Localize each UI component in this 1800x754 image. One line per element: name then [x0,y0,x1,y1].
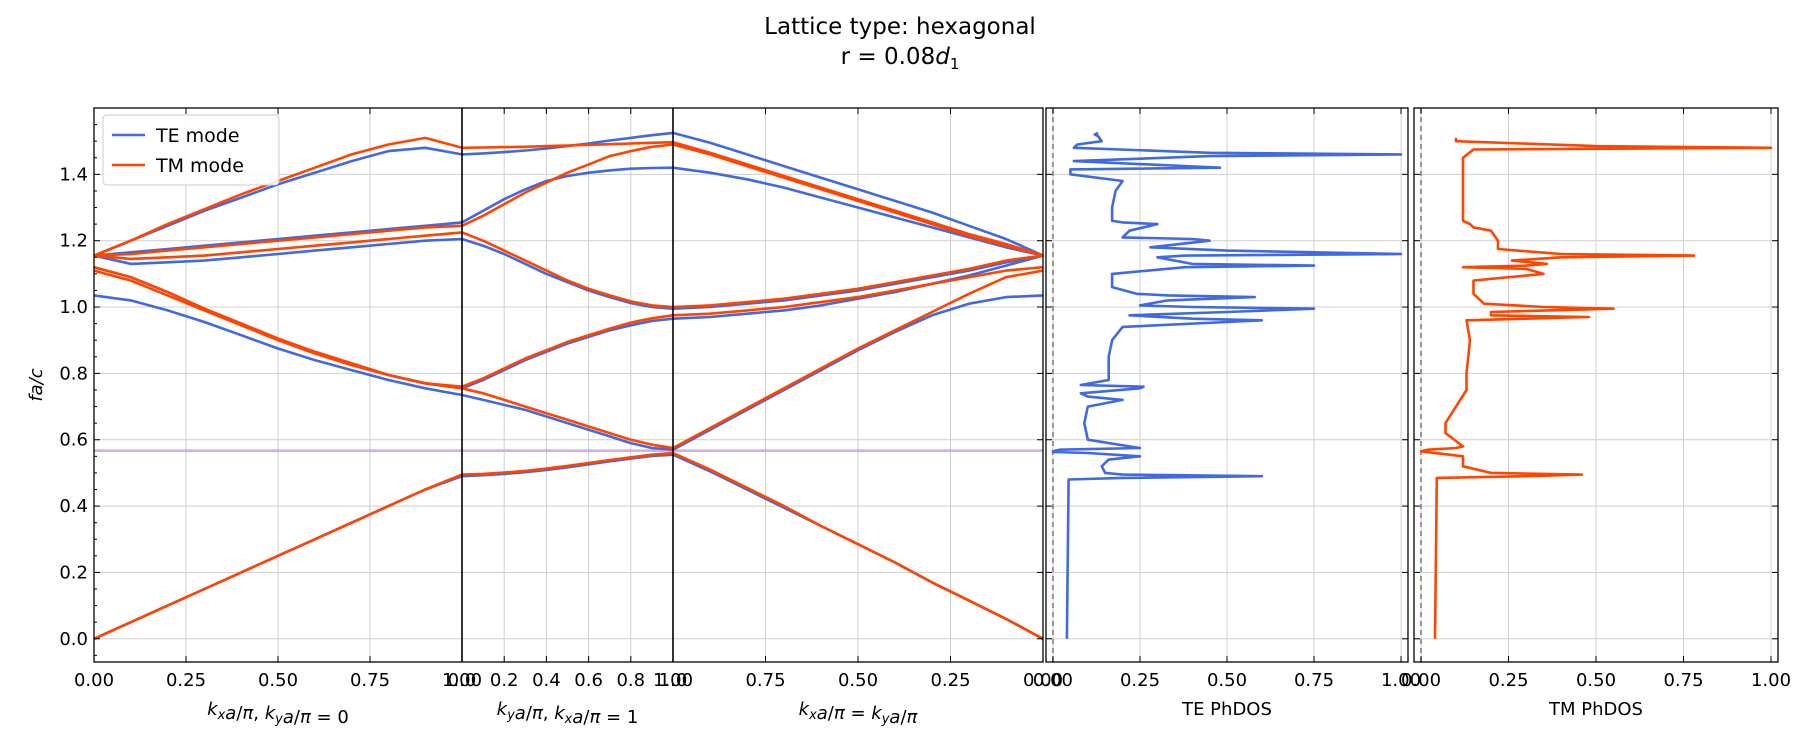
ytick-label-5: 1.0 [59,297,88,318]
figure-title-line2: r = 0.08d1 [841,44,960,73]
xtick-label-te-dos-4: 1.00 [1381,670,1421,691]
band-te-seg3-1 [672,294,1044,451]
xtick-label-seg1-4: 1.00 [442,670,482,691]
ytick-label-1: 0.2 [59,562,88,583]
frame-layer [93,107,1779,663]
title-line2-sub: 1 [950,55,960,73]
xtick-label-te-dos-2: 0.50 [1207,670,1247,691]
figure-title-line1: Lattice type: hexagonal [764,14,1036,40]
band-te-seg2-1 [461,393,674,451]
legend-te-label: TE mode [155,125,240,147]
band-tm-seg3-3 [672,254,1044,309]
xtick-label-tm-dos-0: 0.00 [1401,670,1441,691]
xtick-label-seg1-3: 0.75 [350,670,390,691]
band-tm-seg3-2 [672,265,1044,317]
te-dos-curve [1051,131,1403,639]
band-te-seg2-4 [461,166,674,224]
x-axis-label-tm-dos: TM PhDOS [1548,699,1643,720]
xtick-label-seg3-1: 0.75 [745,670,785,691]
ticks-layer [93,108,1778,662]
xtick-label-te-dos-1: 0.25 [1120,670,1160,691]
legend: TE mode TM mode [102,114,280,186]
xtick-label-seg2-5: 1.0 [659,670,688,691]
ytick-label-0: 0.0 [59,629,88,650]
band-tm-seg2-5 [461,140,674,150]
title-line2-var: d [935,44,950,70]
x-axis-label-seg3: kxa/π = kya/π [799,699,919,728]
xtick-label-seg3-4: 0.00 [1023,670,1063,691]
xtick-label-seg2-1: 0.2 [490,670,519,691]
band-frame [93,107,1044,663]
xtick-label-tm-dos-1: 0.25 [1488,670,1528,691]
band-tm-seg3-1 [672,269,1044,450]
band-tm-seg3-5 [672,140,1044,257]
band-te-seg1-4 [93,221,463,257]
xtick-label-te-dos-0: 0.00 [1033,670,1073,691]
band-tm-seg1-2 [93,269,463,388]
data-layer [93,108,1773,662]
band-tm-seg1-4 [93,224,463,257]
tm-dos-curve [1419,137,1773,639]
xtick-label-te-dos-3: 0.75 [1294,670,1334,691]
x-axis-label-seg2: kya/π, kxa/π = 1 [497,699,639,728]
band-te-seg2-2 [461,317,674,390]
x-axis-label-seg1: kxa/π, kya/π = 0 [207,699,349,728]
xtick-label-tm-dos-2: 0.50 [1576,670,1616,691]
xtick-label-seg1-0: 0.00 [74,670,114,691]
ytick-label-3: 0.6 [59,430,88,451]
xtick-label-seg2-4: 0.8 [616,670,645,691]
band-te-seg3-5 [672,131,1044,257]
band-tm-seg2-4 [461,143,674,227]
legend-box [102,114,280,186]
xtick-label-seg2-2: 0.4 [532,670,561,691]
band-te-seg1-3 [93,237,463,266]
band-tm-seg2-0 [461,451,674,476]
band-te-seg3-4 [672,166,1044,257]
legend-tm-label: TM mode [155,155,244,177]
band-tm-seg3-0 [672,451,1044,640]
xtick-label-seg1-2: 0.50 [258,670,298,691]
title-line2-prefix: r = 0.08 [841,44,936,70]
band-tm-seg2-1 [461,387,674,450]
x-axis-label-te-dos: TE PhDOS [1181,699,1272,720]
band-te-seg3-3 [672,254,1044,310]
band-tm-seg2-3 [461,231,674,309]
ytick-label-6: 1.2 [59,231,88,252]
grid-layer [93,108,1778,662]
xtick-label-seg3-2: 0.50 [838,670,878,691]
band-tm-seg1-0 [93,473,463,640]
band-te-seg1-1 [93,294,463,397]
band-te-seg2-3 [461,237,674,310]
xtick-label-tm-dos-4: 1.00 [1751,670,1791,691]
ytick-label-7: 1.4 [59,164,88,185]
band-gap-band [94,449,1043,453]
ytick-label-2: 0.4 [59,496,88,517]
band-tm-seg2-2 [461,314,674,388]
band-tm-seg1-3 [93,231,463,261]
ytick-label-4: 0.8 [59,363,88,384]
xtick-label-tm-dos-3: 0.75 [1663,670,1703,691]
labels-layer: 0.0 0.2 0.4 0.6 0.8 1.0 1.2 1.4 fa/c 0.00 0.25 0.50… [26,164,1791,728]
xtick-label-seg1-1: 0.25 [166,670,206,691]
xtick-label-seg3-0: 1.00 [653,670,693,691]
xtick-label-seg2-0: 0.0 [448,670,477,691]
y-axis-label: fa/c [26,368,47,401]
xtick-label-seg2-3: 0.6 [574,670,603,691]
xtick-label-seg3-3: 0.25 [930,670,970,691]
band-te-seg3-2 [672,254,1044,320]
band-tm-seg3-4 [672,143,1044,257]
